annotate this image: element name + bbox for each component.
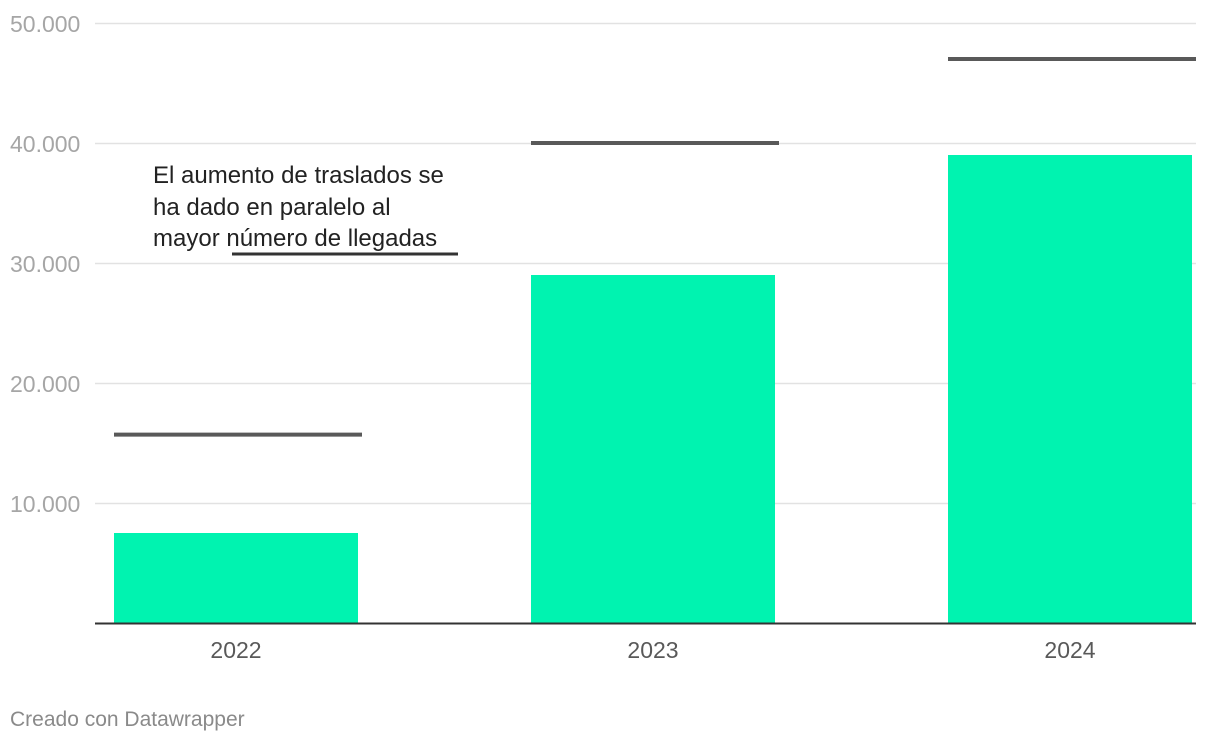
x-tick-label: 2024: [1044, 637, 1095, 663]
bar-2022: [114, 533, 358, 623]
y-tick-label: 40.000: [10, 131, 80, 157]
y-tick-label: 20.000: [10, 371, 80, 397]
annotation-line-1: El aumento de traslados se: [153, 162, 444, 189]
arrival-markers: [114, 57, 1196, 437]
x-axis-category-labels: 2022 2023 2024: [210, 637, 1095, 663]
footer-credit: Creado con Datawrapper: [10, 708, 245, 731]
bars: [114, 155, 1192, 623]
annotation-line-2: ha dado en paralelo al: [153, 194, 391, 221]
bar-2024: [948, 155, 1192, 623]
y-axis-tick-labels: 10.000 20.000 30.000 40.000 50.000: [10, 11, 80, 517]
y-tick-label: 50.000: [10, 11, 80, 37]
y-tick-label: 30.000: [10, 251, 80, 277]
annotation-line-3: mayor número de llegadas: [153, 225, 437, 252]
x-tick-label: 2023: [627, 637, 678, 663]
x-tick-label: 2022: [210, 637, 261, 663]
y-tick-label: 10.000: [10, 491, 80, 517]
bar-2023: [531, 275, 775, 623]
chart-annotation: El aumento de traslados se ha dado en pa…: [153, 162, 458, 256]
